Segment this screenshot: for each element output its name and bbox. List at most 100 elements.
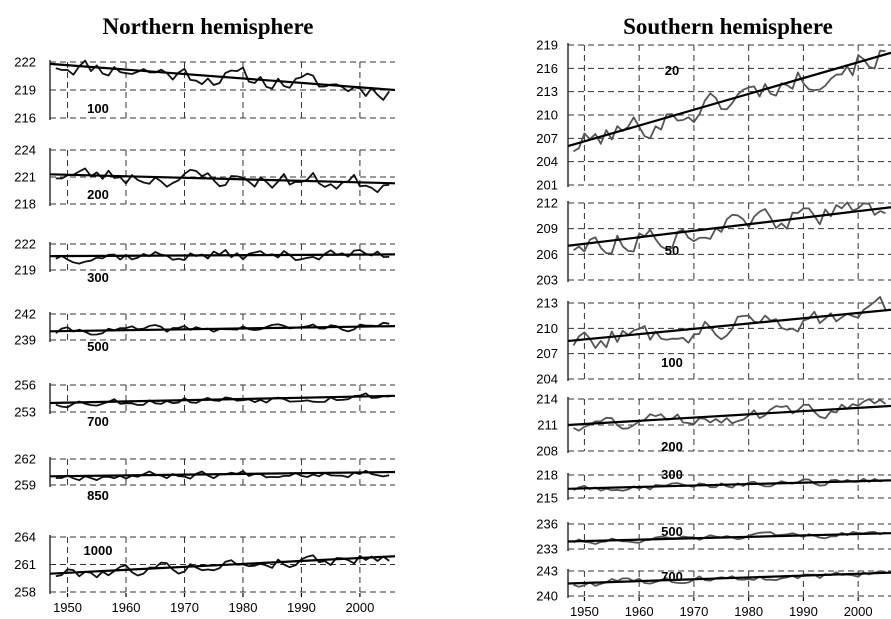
trend-line-500 <box>567 532 891 543</box>
trend-line-100 <box>567 308 891 343</box>
north-chart-title: Northern hemisphere <box>102 14 313 39</box>
panel-700: 240 243 700 <box>536 564 891 604</box>
x-tick-label: 1960 <box>112 600 141 615</box>
pressure-level-label: 20 <box>665 63 679 78</box>
y-tick-label: 218 <box>536 468 558 483</box>
y-tick-label: 214 <box>536 392 558 407</box>
y-tick-label: 243 <box>536 564 558 579</box>
y-tick-label: 207 <box>536 131 558 146</box>
trend-line-700 <box>567 571 891 585</box>
trend-line-700 <box>49 394 396 405</box>
panel-20: 201 204 207 210 213 216 219 20 <box>536 38 891 193</box>
y-tick-label: 264 <box>14 530 36 545</box>
y-tick-label: 209 <box>536 221 558 236</box>
south-chart: 201 204 207 210 213 216 219 20 203 206 209 212 50 204… <box>536 38 891 619</box>
y-tick-label: 219 <box>536 38 558 53</box>
x-tick-label: 1980 <box>734 604 763 619</box>
y-tick-label: 253 <box>14 405 36 420</box>
trend-line-50 <box>567 206 891 247</box>
y-tick-label: 218 <box>14 197 36 212</box>
series-line-200 <box>573 398 887 432</box>
panel-100: 216 219 222 100 <box>14 55 396 126</box>
x-tick-label: 1970 <box>170 600 199 615</box>
pressure-level-label: 200 <box>87 187 109 202</box>
series-line-100 <box>55 59 390 101</box>
north-chart: 216 219 222 100 218 221 224 200 219 222 300 239 242 5… <box>14 55 396 615</box>
y-tick-label: 233 <box>536 542 558 557</box>
y-tick-label: 213 <box>536 296 558 311</box>
y-tick-label: 224 <box>14 143 36 158</box>
y-tick-label: 219 <box>14 83 36 98</box>
pressure-level-label: 100 <box>87 101 109 116</box>
pressure-level-label: 700 <box>87 414 109 429</box>
trend-line-100 <box>49 62 396 92</box>
y-tick-label: 201 <box>536 178 558 193</box>
x-tick-label: 1960 <box>625 604 654 619</box>
x-tick-label: 1950 <box>570 604 599 619</box>
y-tick-label: 204 <box>536 154 558 169</box>
y-tick-label: 204 <box>536 372 558 387</box>
y-tick-label: 210 <box>536 108 558 123</box>
pressure-level-label: 500 <box>661 524 683 539</box>
x-tick-label: 1990 <box>287 600 316 615</box>
y-tick-label: 219 <box>14 263 36 278</box>
pressure-level-label: 850 <box>87 488 109 503</box>
trend-line-1000 <box>49 555 396 575</box>
panel-200: 218 221 224 200 <box>14 143 396 212</box>
x-tick-label: 2000 <box>844 604 873 619</box>
x-tick-label: 1950 <box>53 600 82 615</box>
trend-line-300 <box>567 479 891 490</box>
y-tick-label: 215 <box>536 491 558 506</box>
panel-1000: 258 261 264 1000 <box>14 530 396 600</box>
y-tick-label: 207 <box>536 346 558 361</box>
trend-line-200 <box>567 404 891 427</box>
pressure-level-label: 300 <box>87 270 109 285</box>
y-tick-label: 206 <box>536 247 558 262</box>
y-tick-label: 216 <box>536 61 558 76</box>
y-tick-label: 210 <box>536 321 558 336</box>
y-tick-label: 221 <box>14 170 36 185</box>
y-tick-label: 211 <box>537 418 558 433</box>
series-line-300 <box>55 249 390 265</box>
series-line-200 <box>55 167 390 194</box>
pressure-level-label: 100 <box>661 355 683 370</box>
y-tick-label: 216 <box>14 111 36 126</box>
panel-850: 259 262 850 <box>14 452 396 503</box>
y-tick-label: 239 <box>14 333 36 348</box>
y-tick-label: 240 <box>536 589 558 604</box>
y-tick-label: 222 <box>14 237 36 252</box>
y-tick-label: 203 <box>536 273 558 288</box>
series-line-100 <box>572 295 887 350</box>
panel-300: 219 222 300 <box>14 237 396 285</box>
trend-line-300 <box>49 253 396 258</box>
series-line-20 <box>573 49 886 153</box>
y-tick-label: 259 <box>14 478 36 493</box>
y-tick-label: 256 <box>14 378 36 393</box>
y-tick-label: 208 <box>536 444 558 459</box>
panel-700: 253 256 700 <box>14 378 396 429</box>
pressure-level-label: 1000 <box>84 543 113 558</box>
pressure-level-label: 700 <box>661 569 683 584</box>
y-tick-label: 242 <box>14 307 36 322</box>
panel-50: 203 206 209 212 50 <box>536 196 891 288</box>
y-tick-label: 212 <box>536 196 558 211</box>
pressure-level-label: 200 <box>661 439 683 454</box>
y-tick-label: 213 <box>536 84 558 99</box>
pressure-level-label: 500 <box>87 339 109 354</box>
pressure-level-label: 300 <box>661 467 683 482</box>
panel-500: 239 242 500 <box>14 307 396 354</box>
x-tick-label: 2000 <box>345 600 374 615</box>
y-tick-label: 258 <box>14 585 36 600</box>
y-tick-label: 262 <box>14 452 36 467</box>
panel-100: 204 207 210 213 100 <box>536 296 891 387</box>
x-tick-label: 1990 <box>789 604 818 619</box>
pressure-level-label: 50 <box>665 243 679 258</box>
panel-300: 215 218 300 <box>536 467 891 506</box>
trend-line-500 <box>49 325 396 333</box>
trend-line-20 <box>567 51 891 148</box>
panel-500: 233 236 500 <box>536 517 891 557</box>
y-tick-label: 261 <box>14 557 36 572</box>
trend-line-850 <box>49 470 396 478</box>
y-tick-label: 236 <box>536 517 558 532</box>
